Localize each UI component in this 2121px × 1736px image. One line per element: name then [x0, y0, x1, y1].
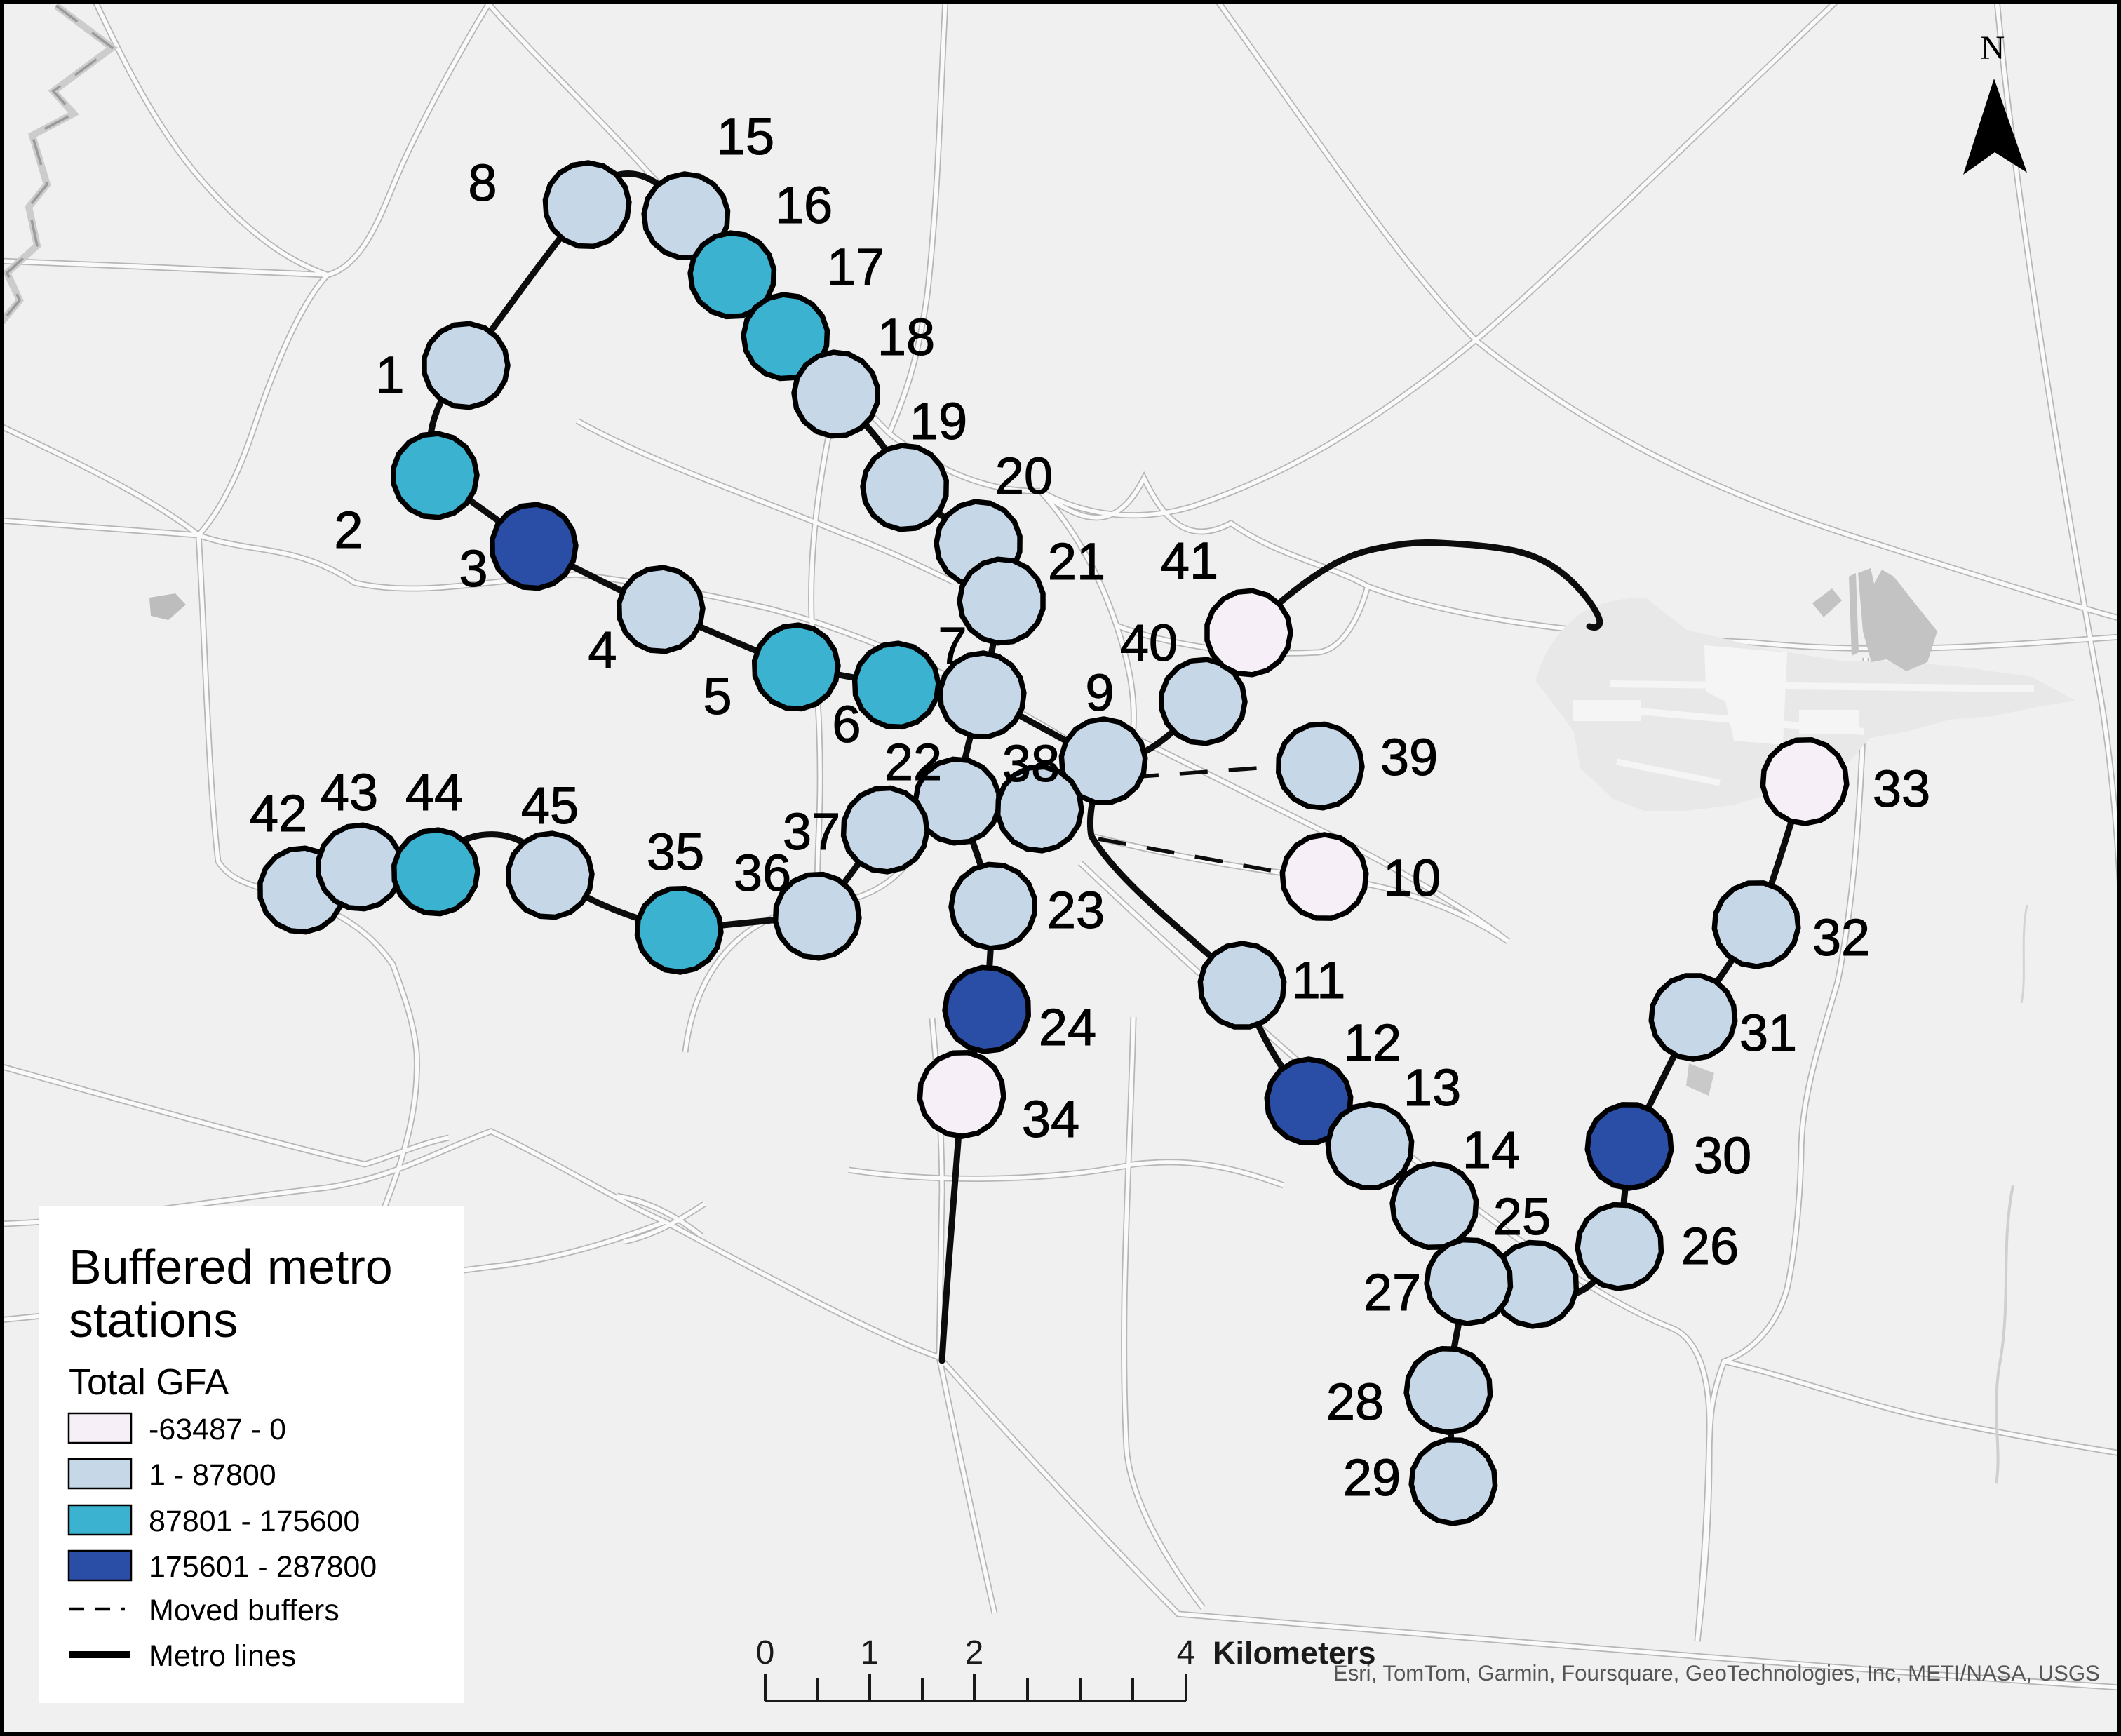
svg-text:30: 30: [1694, 1126, 1751, 1185]
svg-text:24: 24: [1039, 998, 1096, 1056]
svg-text:29: 29: [1343, 1448, 1401, 1507]
svg-text:12: 12: [1344, 1014, 1401, 1072]
svg-text:38: 38: [1002, 734, 1060, 793]
svg-text:43: 43: [321, 763, 378, 821]
svg-text:Kilometers: Kilometers: [1213, 1635, 1376, 1671]
svg-text:Buffered metro: Buffered metro: [69, 1239, 393, 1294]
svg-text:stations: stations: [69, 1293, 238, 1347]
svg-text:Total GFA: Total GFA: [69, 1362, 229, 1403]
svg-text:2: 2: [334, 501, 363, 559]
svg-text:18: 18: [877, 308, 935, 366]
svg-text:26: 26: [1681, 1217, 1739, 1275]
svg-text:44: 44: [405, 763, 463, 821]
svg-text:39: 39: [1380, 728, 1438, 786]
svg-text:7: 7: [938, 617, 967, 675]
svg-text:36: 36: [734, 844, 791, 902]
svg-text:31: 31: [1739, 1004, 1797, 1062]
svg-text:23: 23: [1047, 881, 1105, 939]
svg-text:4: 4: [1177, 1634, 1196, 1671]
svg-text:Metro lines: Metro lines: [149, 1639, 296, 1673]
svg-text:27: 27: [1364, 1263, 1421, 1321]
svg-text:25: 25: [1493, 1187, 1551, 1246]
svg-text:15: 15: [717, 107, 774, 166]
svg-text:34: 34: [1022, 1090, 1079, 1148]
svg-text:37: 37: [783, 802, 840, 861]
svg-text:10: 10: [1383, 849, 1441, 907]
svg-text:32: 32: [1812, 908, 1870, 967]
svg-text:-63487 - 0: -63487 - 0: [149, 1413, 286, 1446]
svg-text:1 - 87800: 1 - 87800: [149, 1458, 276, 1492]
svg-text:14: 14: [1462, 1121, 1520, 1179]
svg-text:0: 0: [756, 1634, 775, 1671]
svg-text:9: 9: [1085, 664, 1114, 722]
svg-text:35: 35: [647, 823, 704, 881]
svg-text:1: 1: [375, 346, 404, 404]
svg-text:16: 16: [775, 176, 833, 234]
svg-text:175601 - 287800: 175601 - 287800: [149, 1550, 377, 1584]
svg-text:4: 4: [588, 621, 617, 679]
svg-text:8: 8: [468, 154, 497, 212]
svg-text:33: 33: [1873, 760, 1930, 818]
svg-text:87801 - 175600: 87801 - 175600: [149, 1505, 360, 1538]
svg-text:45: 45: [521, 776, 579, 835]
svg-text:21: 21: [1048, 532, 1105, 591]
svg-text:1: 1: [861, 1634, 880, 1671]
svg-text:28: 28: [1326, 1373, 1384, 1431]
svg-text:N: N: [1981, 29, 2005, 67]
svg-text:17: 17: [827, 238, 884, 296]
svg-text:6: 6: [832, 695, 861, 753]
svg-text:41: 41: [1161, 532, 1218, 590]
svg-text:3: 3: [459, 539, 487, 598]
svg-text:42: 42: [250, 784, 307, 842]
svg-text:Moved buffers: Moved buffers: [149, 1594, 339, 1627]
svg-text:13: 13: [1403, 1058, 1461, 1117]
svg-text:22: 22: [884, 733, 942, 791]
svg-text:11: 11: [1292, 951, 1346, 1009]
svg-text:Esri, TomTom, Garmin, Foursqua: Esri, TomTom, Garmin, Foursquare, GeoTec…: [1333, 1661, 2100, 1685]
svg-text:5: 5: [703, 667, 732, 725]
svg-text:20: 20: [995, 447, 1053, 505]
svg-text:19: 19: [910, 392, 967, 450]
svg-text:2: 2: [965, 1634, 984, 1671]
svg-text:40: 40: [1120, 614, 1178, 672]
